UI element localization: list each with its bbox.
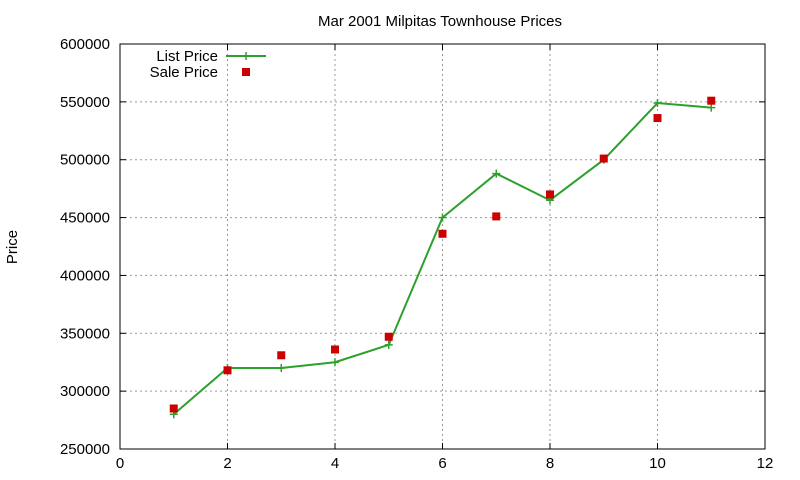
chart-title: Mar 2001 Milpitas Townhouse Prices bbox=[318, 13, 562, 30]
legend-label: Sale Price bbox=[150, 64, 218, 81]
x-tick-label: 6 bbox=[438, 455, 446, 472]
list-price-point bbox=[438, 213, 447, 222]
list-price-point bbox=[707, 103, 716, 112]
x-tick-label: 2 bbox=[223, 455, 231, 472]
series-sale-price bbox=[169, 96, 716, 413]
y-tick-label: 400000 bbox=[60, 267, 110, 284]
sale-price-point bbox=[169, 404, 178, 413]
sale-price-point bbox=[492, 212, 501, 221]
sale-price-point bbox=[546, 190, 554, 199]
sale-price-point bbox=[438, 229, 447, 238]
y-axis-label: Price bbox=[4, 230, 21, 264]
y-tick-label: 550000 bbox=[60, 94, 110, 111]
sale-price-point bbox=[223, 366, 232, 375]
y-tick-label: 350000 bbox=[60, 325, 110, 342]
y-tick-label: 300000 bbox=[60, 383, 110, 400]
x-tick-label: 4 bbox=[331, 455, 339, 472]
sale-price-point bbox=[599, 154, 608, 163]
sale-price-point bbox=[277, 351, 286, 360]
list-price-point bbox=[492, 169, 501, 178]
x-tick-label: 10 bbox=[649, 455, 666, 472]
sale-price-point bbox=[384, 332, 393, 341]
x-tick-label: 0 bbox=[116, 455, 124, 472]
legend-label: List Price bbox=[156, 48, 218, 65]
x-tick-label: 12 bbox=[757, 455, 774, 472]
axes: 0 2 4 6 8 10 12 250000 300000 350000 400000 450000 5… bbox=[60, 36, 773, 472]
sale-price-point bbox=[653, 114, 662, 123]
legend-plus-marker bbox=[242, 52, 250, 60]
list-price-point bbox=[384, 340, 393, 349]
y-tick-label: 500000 bbox=[60, 152, 110, 169]
list-price-point bbox=[331, 358, 339, 367]
series-layer bbox=[169, 96, 716, 419]
sale-price-point bbox=[331, 345, 339, 354]
sale-price-point bbox=[707, 96, 716, 105]
y-tick-label: 250000 bbox=[60, 441, 110, 458]
legend-square-marker bbox=[242, 68, 250, 76]
x-tick-label: 8 bbox=[546, 455, 554, 472]
y-tick-label: 450000 bbox=[60, 210, 110, 227]
list-price-point bbox=[277, 364, 286, 372]
list-price-point bbox=[653, 99, 662, 108]
y-tick-label: 600000 bbox=[60, 36, 110, 53]
